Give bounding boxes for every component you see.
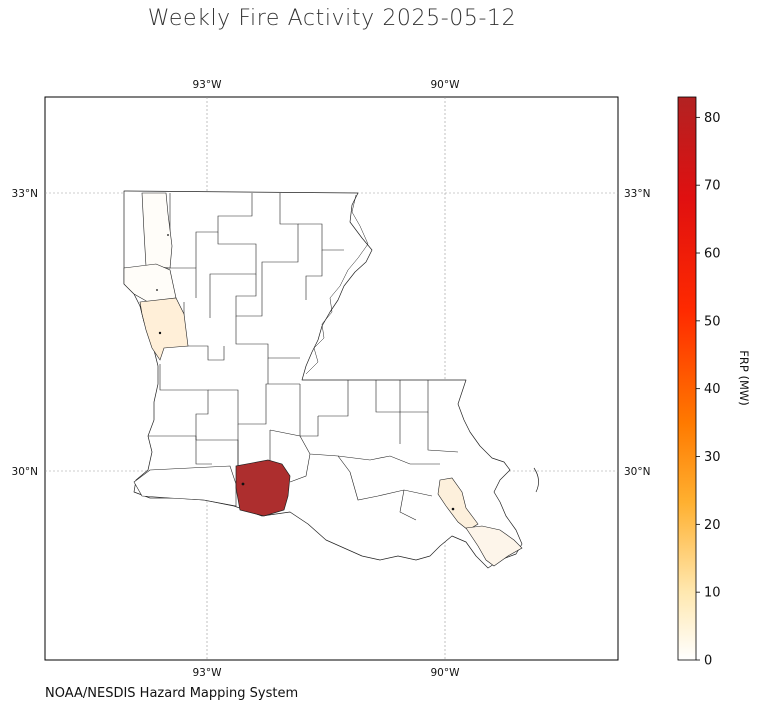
parish-boundaries xyxy=(124,193,459,521)
lon-tick-top-90w: 90°W xyxy=(431,79,461,91)
lon-tick-bottom-93w: 93°W xyxy=(193,667,223,679)
colorbar-tick-label: 10 xyxy=(704,586,721,601)
parish-sabine xyxy=(139,297,189,361)
fire-points xyxy=(156,234,455,511)
parish-plaquemines xyxy=(465,525,523,567)
colorbar-tick-label: 30 xyxy=(704,450,721,465)
parish-line xyxy=(195,193,253,268)
map-title: Weekly Fire Activity 2025-05-12 xyxy=(147,6,517,31)
lon-tick-bottom-90w: 90°W xyxy=(431,667,461,679)
lat-tick-left-30n: 30°N xyxy=(12,466,38,478)
parish-line xyxy=(208,383,300,425)
lat-tick-left-33n: 33°N xyxy=(12,188,38,200)
lon-tick-top-93w: 93°W xyxy=(193,79,223,91)
colorbar xyxy=(677,96,697,661)
colorbar-tick-label: 80 xyxy=(704,111,721,126)
parish-caddo xyxy=(141,192,173,269)
parish-line xyxy=(299,384,319,437)
colorbar-ticks: 0 10 20 30 40 50 60 70 80 xyxy=(696,111,721,669)
fire-point xyxy=(156,289,158,291)
data-source-credit: NOAA/NESDIS Hazard Mapping System xyxy=(45,686,299,701)
lat-tick-right-33n: 33°N xyxy=(624,188,650,200)
parish-line xyxy=(289,453,311,483)
colorbar-tick-label: 70 xyxy=(704,179,721,194)
parish-line xyxy=(399,380,429,413)
fire-point xyxy=(241,482,245,486)
fire-point xyxy=(167,234,169,236)
colorbar-tick-label: 50 xyxy=(704,314,721,329)
parish-line xyxy=(337,455,440,465)
colorbar-tick-label: 60 xyxy=(704,247,721,262)
parish-cameron xyxy=(133,465,237,507)
parish-line xyxy=(235,316,300,359)
colorbar-label: FRP (MW) xyxy=(737,350,751,405)
chandeleur-islands xyxy=(533,467,539,493)
mississippi-river xyxy=(305,194,369,375)
parish-line xyxy=(261,193,299,294)
parish-line xyxy=(209,232,257,318)
parish-line xyxy=(148,435,212,465)
fire-point xyxy=(158,331,162,335)
parish-line xyxy=(399,489,417,521)
parish-cameron-fire xyxy=(235,459,291,517)
parish-line xyxy=(305,250,323,300)
parish-line xyxy=(427,412,459,453)
colorbar-tick-label: 40 xyxy=(704,382,721,397)
lat-tick-right-30n: 30°N xyxy=(624,466,650,478)
parish-line xyxy=(318,380,349,417)
parish-line xyxy=(298,223,344,251)
map-frame xyxy=(44,96,619,661)
parish-line xyxy=(375,380,401,444)
colorbar-tick-label: 0 xyxy=(704,654,712,669)
parish-line xyxy=(349,471,433,501)
colorbar-tick-label: 20 xyxy=(704,518,721,533)
parish-line xyxy=(159,364,209,440)
parish-line xyxy=(235,274,263,317)
fire-point xyxy=(451,507,455,511)
